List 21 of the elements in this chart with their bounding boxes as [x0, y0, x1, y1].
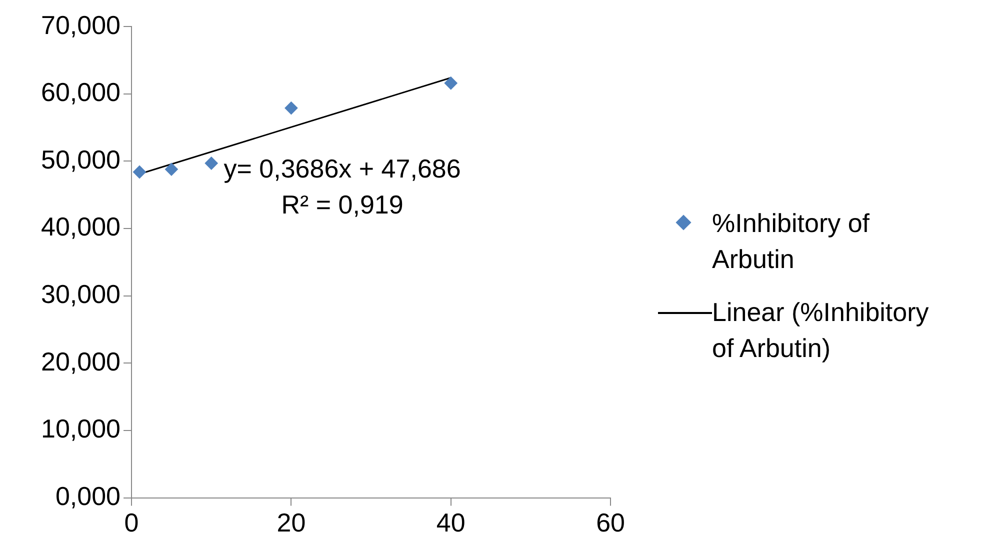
point	[444, 76, 458, 90]
point	[164, 162, 178, 176]
y-tick-label: 20,000	[40, 346, 121, 376]
legend-label: %Inhibitory of Arbutin	[712, 207, 871, 276]
y-tick-label: 10,000	[40, 414, 121, 444]
annotation: y= 0,3686x + 47,686	[224, 153, 461, 184]
point	[284, 102, 298, 115]
point	[204, 156, 218, 170]
y-tick-label: 40,000	[40, 212, 121, 242]
x-tick-label: 0	[124, 508, 139, 538]
y-tick-label: 50,000	[40, 144, 121, 174]
annotation: R² = 0,919	[281, 189, 404, 220]
x-tick-label: 40	[436, 508, 466, 538]
x-tick-label: 20	[276, 508, 306, 538]
point	[133, 166, 146, 178]
y-tick-label: 30,000	[40, 279, 121, 310]
y-tick-label: 60,000	[40, 77, 121, 108]
y-tick-label: 70,000	[40, 10, 121, 40]
y-tick-label: 0,000	[55, 480, 121, 511]
legend-label: Linear (%Inhibitory of Arbutin)	[712, 296, 930, 365]
x-tick-label: 60	[596, 508, 625, 538]
